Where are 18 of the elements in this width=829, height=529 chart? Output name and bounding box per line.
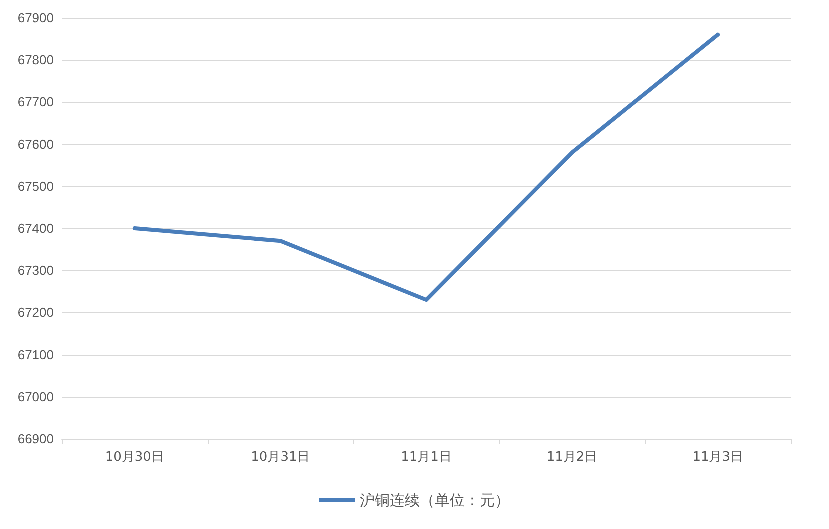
legend-label: 沪铜连续（单位：元）: [360, 492, 510, 510]
y-tick-label: 67000: [18, 389, 54, 404]
x-tick-label: 11月3日: [692, 450, 744, 465]
y-tick-label: 67100: [18, 347, 54, 362]
y-tick-label: 67300: [18, 263, 54, 278]
y-tick-label: 67200: [18, 305, 54, 320]
y-tick-label: 67400: [18, 221, 54, 236]
x-tick-label: 10月30日: [105, 450, 164, 465]
x-tick-label: 10月31日: [251, 450, 310, 465]
y-tick-label: 67500: [18, 178, 54, 194]
line-series: [132, 32, 720, 302]
y-tick-label: 66900: [18, 432, 54, 446]
y-tick-label: 67700: [18, 94, 54, 110]
y-tick-label: 67900: [18, 10, 54, 26]
y-tick-label: 67600: [18, 136, 54, 152]
y-tick-label: 67800: [18, 52, 54, 68]
x-tick-label: 11月1日: [401, 450, 452, 465]
x-tick-label: 11月2日: [546, 450, 598, 465]
